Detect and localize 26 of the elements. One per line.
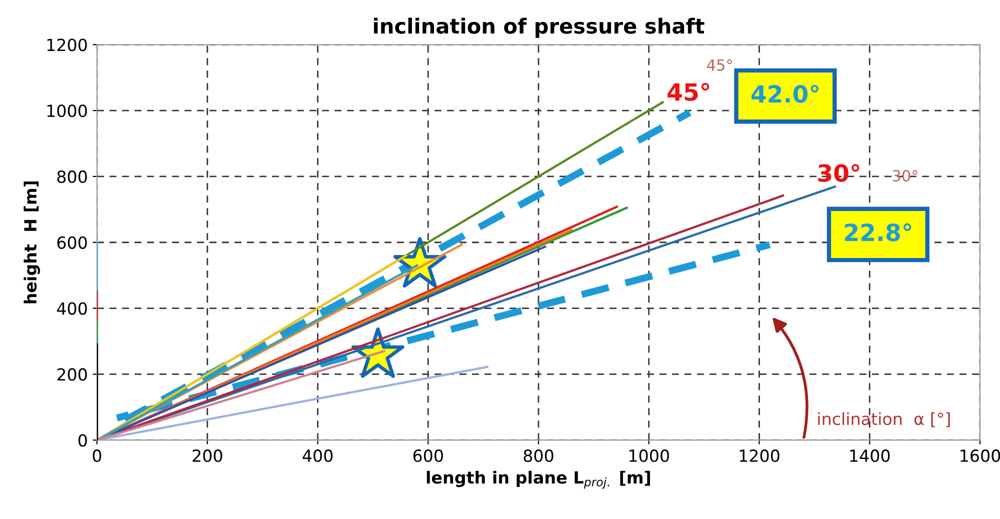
x-tick-label: 0 — [92, 449, 102, 462]
x-tick-label: 800 — [524, 449, 554, 462]
annotation: 30° — [818, 164, 860, 182]
y-axis-title: height H [m] — [24, 182, 40, 304]
annotation: inclination α [°] — [818, 412, 950, 428]
y-tick-label: 200 — [57, 368, 87, 381]
x-tick-label: 1000 — [629, 449, 669, 462]
chart-title: inclination of pressure shaft — [374, 18, 704, 38]
x-tick-label: 400 — [302, 449, 333, 462]
annotation: 45° — [668, 82, 710, 101]
y-tick-label: 0 — [78, 434, 87, 447]
y-tick-label: 600 — [57, 236, 87, 249]
x-axis-title: length in plane L$_{proj.}$ [m] — [426, 470, 650, 489]
y-tick-label: 1200 — [47, 38, 87, 52]
y-tick-label: 400 — [56, 302, 87, 315]
annotation: 42.0° — [751, 84, 818, 103]
x-tick-label: 1400 — [850, 449, 890, 462]
x-tick-label: 600 — [413, 449, 443, 462]
annotation: 30° — [892, 170, 918, 182]
y-tick-label: 1000 — [47, 104, 87, 118]
x-tick-label: 1200 — [740, 449, 780, 462]
x-tick-label: 200 — [192, 449, 222, 462]
annotation: 45° — [707, 59, 732, 71]
annotation: 22.8° — [845, 223, 912, 242]
x-tick-label: 1600 — [960, 449, 1000, 462]
y-tick-label: 800 — [57, 170, 87, 184]
